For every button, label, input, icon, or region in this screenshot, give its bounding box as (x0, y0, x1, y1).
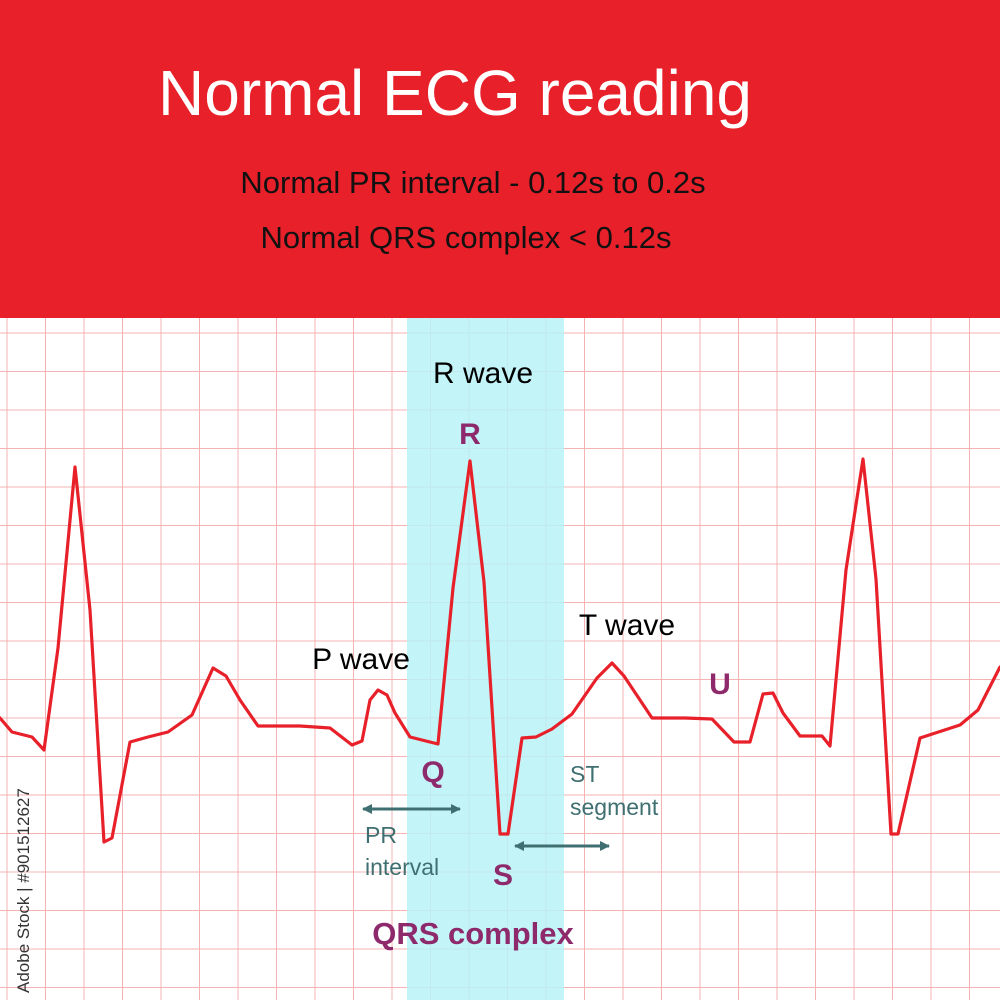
t-wave-label: T wave (579, 609, 675, 642)
u-wave-label: U (709, 668, 731, 701)
qrs-complex-note: Normal QRS complex < 0.12s (261, 220, 672, 255)
st-segment-label-line2: segment (570, 794, 659, 820)
page-title: Normal ECG reading (158, 57, 752, 129)
s-point-label: S (493, 859, 513, 892)
r-peak-label: R (459, 418, 481, 451)
pr-interval-note: Normal PR interval - 0.12s to 0.2s (240, 165, 705, 200)
qrs-highlight-band (407, 318, 564, 1000)
r-wave-label: R wave (433, 357, 533, 390)
pr-interval-label-line2: interval (365, 854, 439, 880)
st-segment-label-line1: ST (570, 761, 599, 787)
pr-interval-label-line1: PR (365, 822, 397, 848)
q-point-label: Q (421, 756, 444, 789)
stock-credit: Adobe Stock | #901512627 (14, 788, 33, 993)
p-wave-label: P wave (312, 643, 410, 676)
header-banner (0, 0, 1000, 318)
qrs-complex-label: QRS complex (372, 916, 574, 951)
ecg-trace (0, 457, 1000, 844)
